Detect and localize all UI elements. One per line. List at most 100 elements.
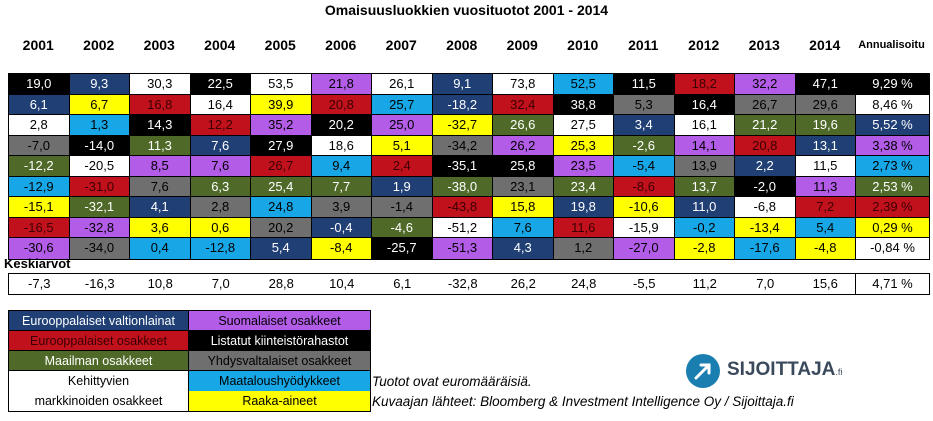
average-cell-2005: 28,8 <box>251 274 312 294</box>
return-cell-2007: 26,1 <box>372 74 433 95</box>
return-cell-2002: -32,8 <box>69 217 130 238</box>
table-row: 19,0 9,3 30,3 22,5 53,5 21,8 26,1 9,1 73,8 52,5 11… <box>9 74 929 95</box>
year-label-2006: 2006 <box>325 37 357 53</box>
return-cell-2006: 20,2 <box>311 115 372 136</box>
average-cell-2001: -7,3 <box>9 274 70 294</box>
return-cell-2004: 6,3 <box>190 176 251 197</box>
average-cell-2007: 6,1 <box>372 274 433 294</box>
return-cell-2009: 32,4 <box>493 94 554 115</box>
return-cell-2010: 19,8 <box>553 197 614 218</box>
return-cell-2011: -8,6 <box>614 176 675 197</box>
return-cell-2005: 25,4 <box>251 176 312 197</box>
return-cell-2010: 11,6 <box>553 217 614 238</box>
return-cell-2011: -10,6 <box>614 197 675 218</box>
return-cell-2009: 15,8 <box>493 197 554 218</box>
return-cell-2007: -4,6 <box>372 217 433 238</box>
return-cell-2005: 26,7 <box>251 156 312 177</box>
table-row: 6,1 6,7 16,8 16,4 39,9 20,8 25,7 -18,2 32,4 38,8 5… <box>9 94 929 115</box>
year-label-2011: 2011 <box>628 37 659 53</box>
return-cell-2002: -31,0 <box>69 176 130 197</box>
return-cell-2010: 23,5 <box>553 156 614 177</box>
return-cell-2001: -12,2 <box>9 156 70 177</box>
return-cell-2008: -38,0 <box>432 176 493 197</box>
return-cell-2003: 16,8 <box>130 94 191 115</box>
legend-label-line-1: Kehittyvien <box>67 374 130 388</box>
return-cell-2004: 7,6 <box>190 156 251 177</box>
year-label-2014: 2014 <box>809 37 841 53</box>
year-label-2003: 2003 <box>143 37 175 53</box>
annualized-cell: 2,73 % <box>856 156 929 177</box>
sources-note: Kuvaajan lähteet: Bloomberg & Investment… <box>372 394 794 409</box>
annualized-cell: 8,46 % <box>856 94 929 115</box>
return-cell-2013: -17,6 <box>735 238 796 259</box>
legend: Eurooppalaiset valtionlainat Suomalaiset … <box>8 310 371 412</box>
return-cell-2011: -15,9 <box>614 217 675 238</box>
return-cell-2002: -20,5 <box>69 156 130 177</box>
return-cell-2002: -32,1 <box>69 197 130 218</box>
return-cell-2014: 5,4 <box>795 217 856 238</box>
return-cell-2014: 47,1 <box>795 74 856 95</box>
return-cell-2001: -7,0 <box>9 135 70 156</box>
table-row: -15,1 -32,1 4,1 2,8 24,8 3,9 -1,4 -43,8 15,8 19,8… <box>9 197 929 218</box>
return-cell-2012: -2,8 <box>674 238 735 259</box>
return-cell-2005: 39,9 <box>251 94 312 115</box>
return-cell-2011: -2,6 <box>614 135 675 156</box>
year-label-2002: 2002 <box>83 37 115 53</box>
year-label-2013: 2013 <box>748 37 780 53</box>
return-cell-2012: 16,4 <box>674 94 735 115</box>
return-cell-2004: 16,4 <box>190 94 251 115</box>
return-cell-2009: 4,3 <box>493 238 554 259</box>
annualized-cell: 2,53 % <box>856 176 929 197</box>
return-cell-2014: -4,8 <box>795 238 856 259</box>
return-cell-2009: 25,8 <box>493 156 554 177</box>
return-cell-2009: 26,2 <box>493 135 554 156</box>
return-cell-2001: 19,0 <box>9 74 70 95</box>
return-cell-2011: -27,0 <box>614 238 675 259</box>
legend-item: Suomalaiset osakkeet <box>189 311 370 331</box>
return-cell-2007: -25,7 <box>372 238 433 259</box>
return-cell-2001: -30,6 <box>9 238 70 259</box>
year-label-2008: 2008 <box>446 37 478 53</box>
annualized-cell: -0,84 % <box>856 238 929 259</box>
legend-item: Eurooppalaiset osakkeet <box>9 331 189 351</box>
return-cell-2008: -51,3 <box>432 238 493 259</box>
return-cell-2012: -0,2 <box>674 217 735 238</box>
average-cell-2010: 24,8 <box>553 274 614 294</box>
return-cell-2002: -14,0 <box>69 135 130 156</box>
logo-suffix: .fi <box>835 367 843 377</box>
return-cell-2006: 18,6 <box>311 135 372 156</box>
return-cell-2003: 3,6 <box>130 217 191 238</box>
year-label-2012: 2012 <box>688 37 720 53</box>
return-cell-2013: 20,8 <box>735 135 796 156</box>
return-cell-2005: 20,2 <box>251 217 312 238</box>
return-cell-2008: -51,2 <box>432 217 493 238</box>
return-cell-2001: 2,8 <box>9 115 70 136</box>
return-cell-2002: 6,7 <box>69 94 130 115</box>
legend-label-line-2: markkinoiden osakkeet <box>34 394 163 408</box>
return-cell-2003: 7,6 <box>130 176 191 197</box>
legend-item: Listatut kiinteistörahastot <box>189 331 370 351</box>
legend-item: Maailman osakkeet <box>9 351 189 371</box>
average-cell-2014: 15,6 <box>795 274 856 294</box>
return-cell-2004: 0,6 <box>190 217 251 238</box>
return-cell-2012: 16,1 <box>674 115 735 136</box>
year-header-row: 2001 2002 2003 2004 2005 2006 2007 2008 2009 2010… <box>8 34 928 56</box>
return-cell-2014: 13,1 <box>795 135 856 156</box>
return-cell-2012: 13,7 <box>674 176 735 197</box>
year-label-2005: 2005 <box>264 37 296 53</box>
return-cell-2002: 9,3 <box>69 74 130 95</box>
return-cell-2007: 1,9 <box>372 176 433 197</box>
return-cell-2005: 27,9 <box>251 135 312 156</box>
legend-item: Eurooppalaiset valtionlainat <box>9 311 189 331</box>
return-cell-2005: 5,4 <box>251 238 312 259</box>
currency-note: Tuotot ovat euromääräisiä. <box>372 374 532 389</box>
return-cell-2011: 5,3 <box>614 94 675 115</box>
return-cell-2006: 3,9 <box>311 197 372 218</box>
annualized-cell: 5,52 % <box>856 115 929 136</box>
return-cell-2001: -12,9 <box>9 176 70 197</box>
year-label-2004: 2004 <box>204 37 236 53</box>
return-cell-2006: -8,4 <box>311 238 372 259</box>
return-cell-2010: 25,3 <box>553 135 614 156</box>
return-cell-2006: 21,8 <box>311 74 372 95</box>
return-cell-2010: 52,5 <box>553 74 614 95</box>
